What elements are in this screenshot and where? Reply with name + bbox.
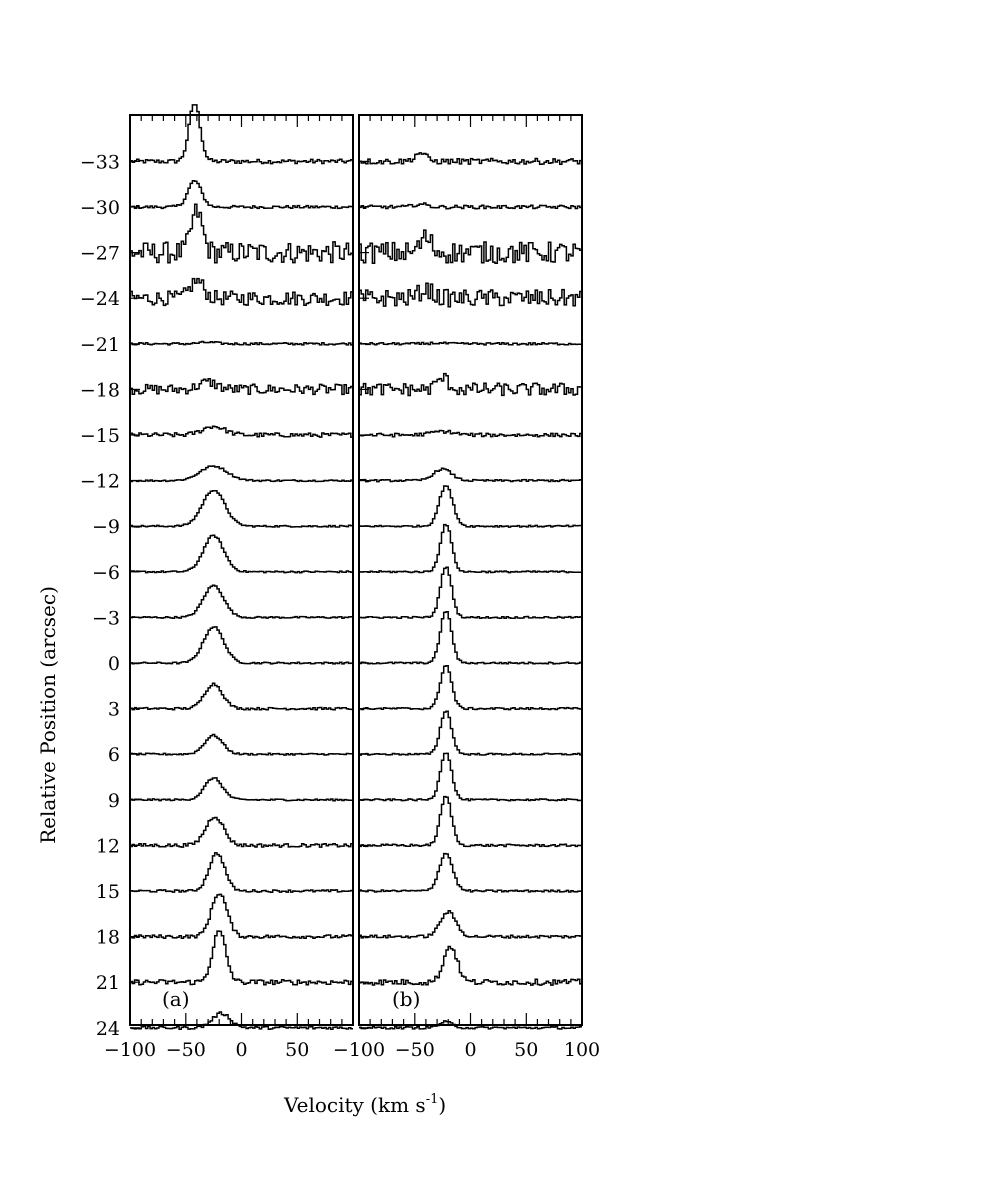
spectrum-b xyxy=(359,945,582,986)
spectrum-a xyxy=(130,277,353,307)
y-tick-label: −9 xyxy=(92,516,120,538)
spectrum-b xyxy=(359,523,582,574)
x-tick-label: −50 xyxy=(166,1039,206,1061)
spectrum-b xyxy=(359,852,582,893)
spectrum-b xyxy=(359,665,582,711)
spectrum-a xyxy=(130,465,353,483)
spectrum-b xyxy=(359,611,582,665)
spectrum-a xyxy=(130,203,353,264)
spectrum-a xyxy=(130,682,353,711)
y-tick-label: −30 xyxy=(80,197,120,219)
panel-a: (a) xyxy=(129,104,354,1030)
y-tick-label: 12 xyxy=(96,835,120,857)
y-axis-title: Relative Position (arcsec) xyxy=(36,586,60,844)
spectrum-a xyxy=(130,777,353,802)
spectrum-a xyxy=(130,852,353,893)
spectrum-a xyxy=(130,340,353,346)
spectrum-b xyxy=(359,752,582,802)
y-tick-label: −33 xyxy=(80,151,120,173)
panel-a-spectra xyxy=(130,104,353,1030)
spectrum-a xyxy=(130,1011,353,1030)
spectrum-a xyxy=(130,534,353,574)
x-tick-label: −100 xyxy=(333,1039,385,1061)
spectrum-b xyxy=(359,152,582,166)
y-tick-label: 15 xyxy=(96,881,120,903)
x-tick-labels: −100 −50 0 50 −100 −50 0 50 100 xyxy=(104,1039,600,1061)
spectrum-b xyxy=(359,429,582,438)
x-axis-title-main: Velocity (km s xyxy=(283,1093,426,1117)
panel-b: (b) xyxy=(358,114,583,1030)
spectrum-a xyxy=(130,489,353,528)
y-tick-label: −3 xyxy=(92,607,120,629)
spectrum-a xyxy=(130,425,353,438)
panel-a-label: (a) xyxy=(162,987,190,1011)
spectrum-b xyxy=(359,710,582,756)
spectrum-a xyxy=(130,893,353,940)
spectrum-b xyxy=(359,202,582,210)
spectrum-a xyxy=(130,180,353,210)
spectrum-a xyxy=(130,378,353,396)
spectrum-b xyxy=(359,229,582,264)
x-axis-title-superscript: -1 xyxy=(426,1092,439,1107)
y-tick-label: −12 xyxy=(80,471,120,493)
spectrum-a xyxy=(130,733,353,756)
y-tick-label: 9 xyxy=(108,790,120,812)
y-tick-label: −18 xyxy=(80,379,120,401)
spectrum-a xyxy=(130,816,353,848)
x-axis-title: Velocity (km s-1) xyxy=(283,1092,446,1117)
x-tick-label: 50 xyxy=(285,1039,309,1061)
y-tick-label: −24 xyxy=(80,288,120,310)
x-tick-label: 100 xyxy=(564,1039,600,1061)
spectrum-b xyxy=(359,1020,582,1030)
y-tick-label: 0 xyxy=(108,653,120,675)
y-tick-label: −6 xyxy=(92,562,120,584)
spectrum-b xyxy=(359,467,582,483)
x-axis-title-close: ) xyxy=(438,1093,446,1117)
y-tick-label: 21 xyxy=(96,972,120,994)
x-tick-label: 50 xyxy=(514,1039,538,1061)
spectrum-b xyxy=(359,282,582,308)
x-tick-label: −100 xyxy=(104,1039,156,1061)
y-tick-label: 6 xyxy=(108,744,120,766)
x-tick-label: 0 xyxy=(464,1039,476,1061)
spectrum-b xyxy=(359,795,582,848)
spectrum-a xyxy=(130,626,353,665)
x-tick-label: 0 xyxy=(235,1039,247,1061)
y-tick-label: 18 xyxy=(96,927,120,949)
y-tick-label: −15 xyxy=(80,425,120,447)
x-tick-label: −50 xyxy=(395,1039,435,1061)
spectrum-b xyxy=(359,341,582,346)
y-tick-label: 3 xyxy=(108,699,120,721)
spectrum-b xyxy=(359,372,582,397)
y-tick-label: −21 xyxy=(80,334,120,356)
y-tick-labels: −33−30−27−24−21−18−15−12−9−6−30369121518… xyxy=(80,151,120,1039)
y-tick-label: 24 xyxy=(96,1018,120,1040)
spectrum-b xyxy=(359,910,582,939)
spectrum-a xyxy=(130,584,353,620)
panel-b-label: (b) xyxy=(392,987,420,1011)
y-tick-label: −27 xyxy=(80,243,120,265)
spectrum-b xyxy=(359,485,582,528)
spectrum-a xyxy=(130,930,353,986)
panel-b-spectra xyxy=(359,152,582,1030)
spectrum-a xyxy=(130,104,353,165)
spectrum-b xyxy=(359,566,582,619)
